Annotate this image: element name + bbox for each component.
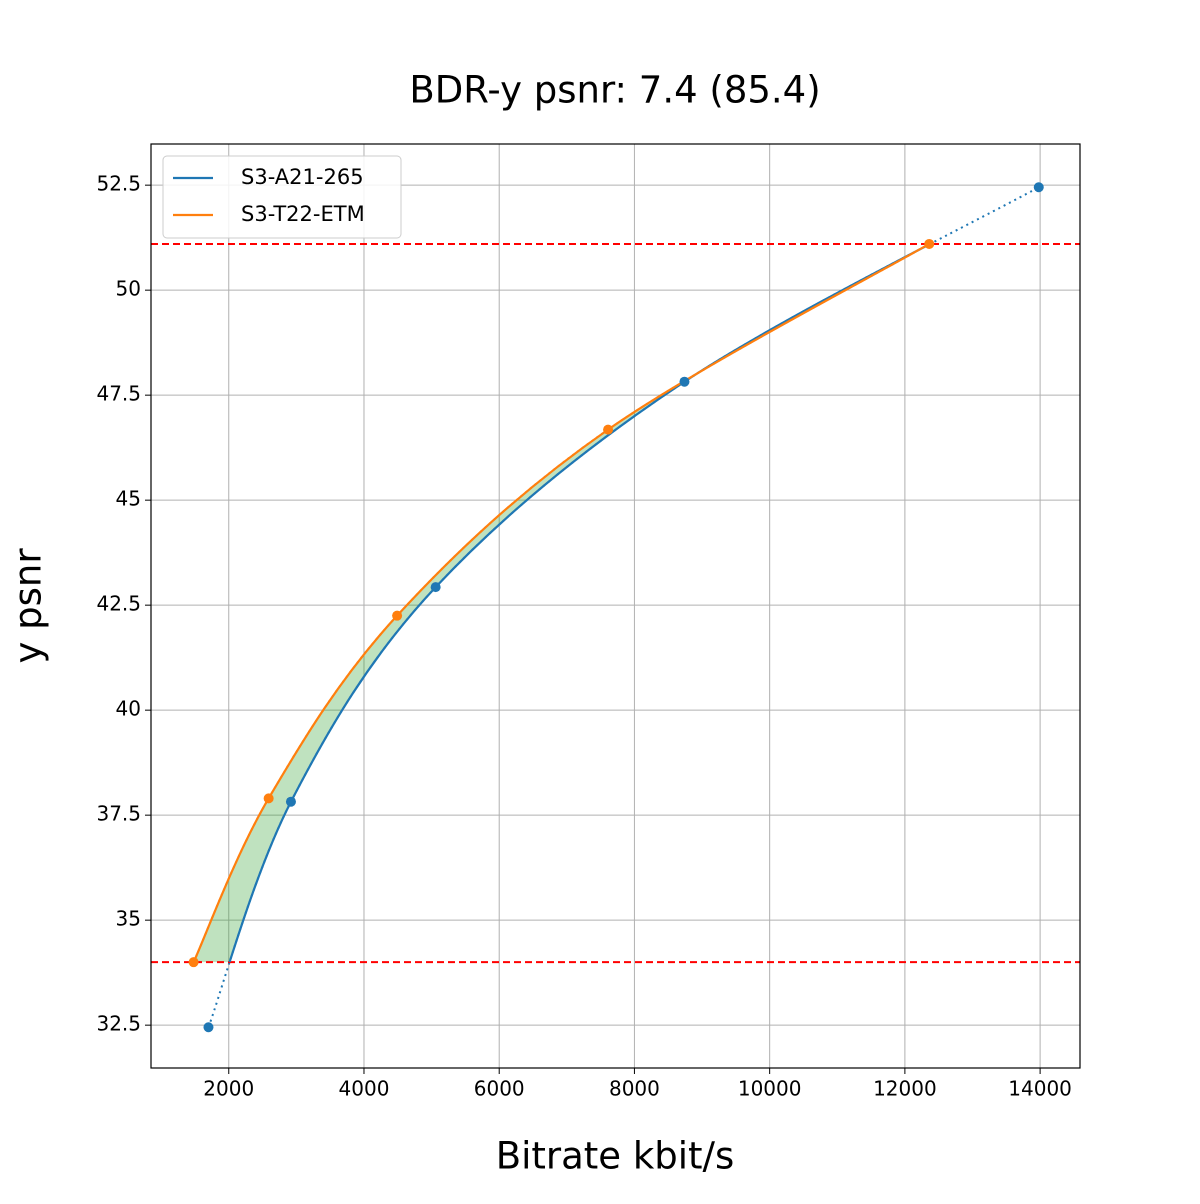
plot-area: [151, 182, 1080, 1033]
series-line: [228, 243, 933, 963]
legend-label: S3-T22-ETM: [241, 202, 365, 226]
data-point: [285, 796, 296, 807]
x-tick-label: 6000: [474, 1077, 525, 1101]
y-axis-label: y psnr: [7, 548, 50, 664]
y-tick-label: 52.5: [96, 172, 141, 196]
y-tick-label: 47.5: [96, 382, 141, 406]
x-tick-label: 2000: [203, 1077, 254, 1101]
y-tick-label: 40: [116, 697, 141, 721]
chart-title: BDR-y psnr: 7.4 (85.4): [409, 69, 820, 112]
data-point: [188, 957, 199, 968]
x-tick-label: 4000: [339, 1077, 390, 1101]
data-point: [1033, 182, 1044, 193]
y-tick-label: 42.5: [96, 592, 141, 616]
data-point: [263, 793, 274, 804]
data-point: [203, 1022, 214, 1033]
y-tick-label: 45: [116, 487, 141, 511]
y-tick-label: 50: [116, 277, 141, 301]
x-tick-label: 12000: [873, 1077, 937, 1101]
x-tick-label: 10000: [738, 1077, 802, 1101]
x-axis-label: Bitrate kbit/s: [496, 1135, 735, 1178]
data-point: [603, 424, 614, 435]
series-line: [192, 243, 930, 963]
data-point: [392, 610, 403, 621]
data-point: [430, 582, 441, 593]
legend-label: S3-A21-265: [241, 165, 364, 189]
x-tick-label: 8000: [609, 1077, 660, 1101]
y-tick-label: 37.5: [96, 802, 141, 826]
legend-box: [162, 155, 402, 239]
plot-frame: [150, 143, 1081, 1069]
y-tick-label: 32.5: [96, 1012, 141, 1036]
y-tick-label: 35: [116, 907, 141, 931]
data-point: [679, 376, 690, 387]
x-tick-label: 14000: [1008, 1077, 1072, 1101]
data-point: [924, 238, 935, 249]
